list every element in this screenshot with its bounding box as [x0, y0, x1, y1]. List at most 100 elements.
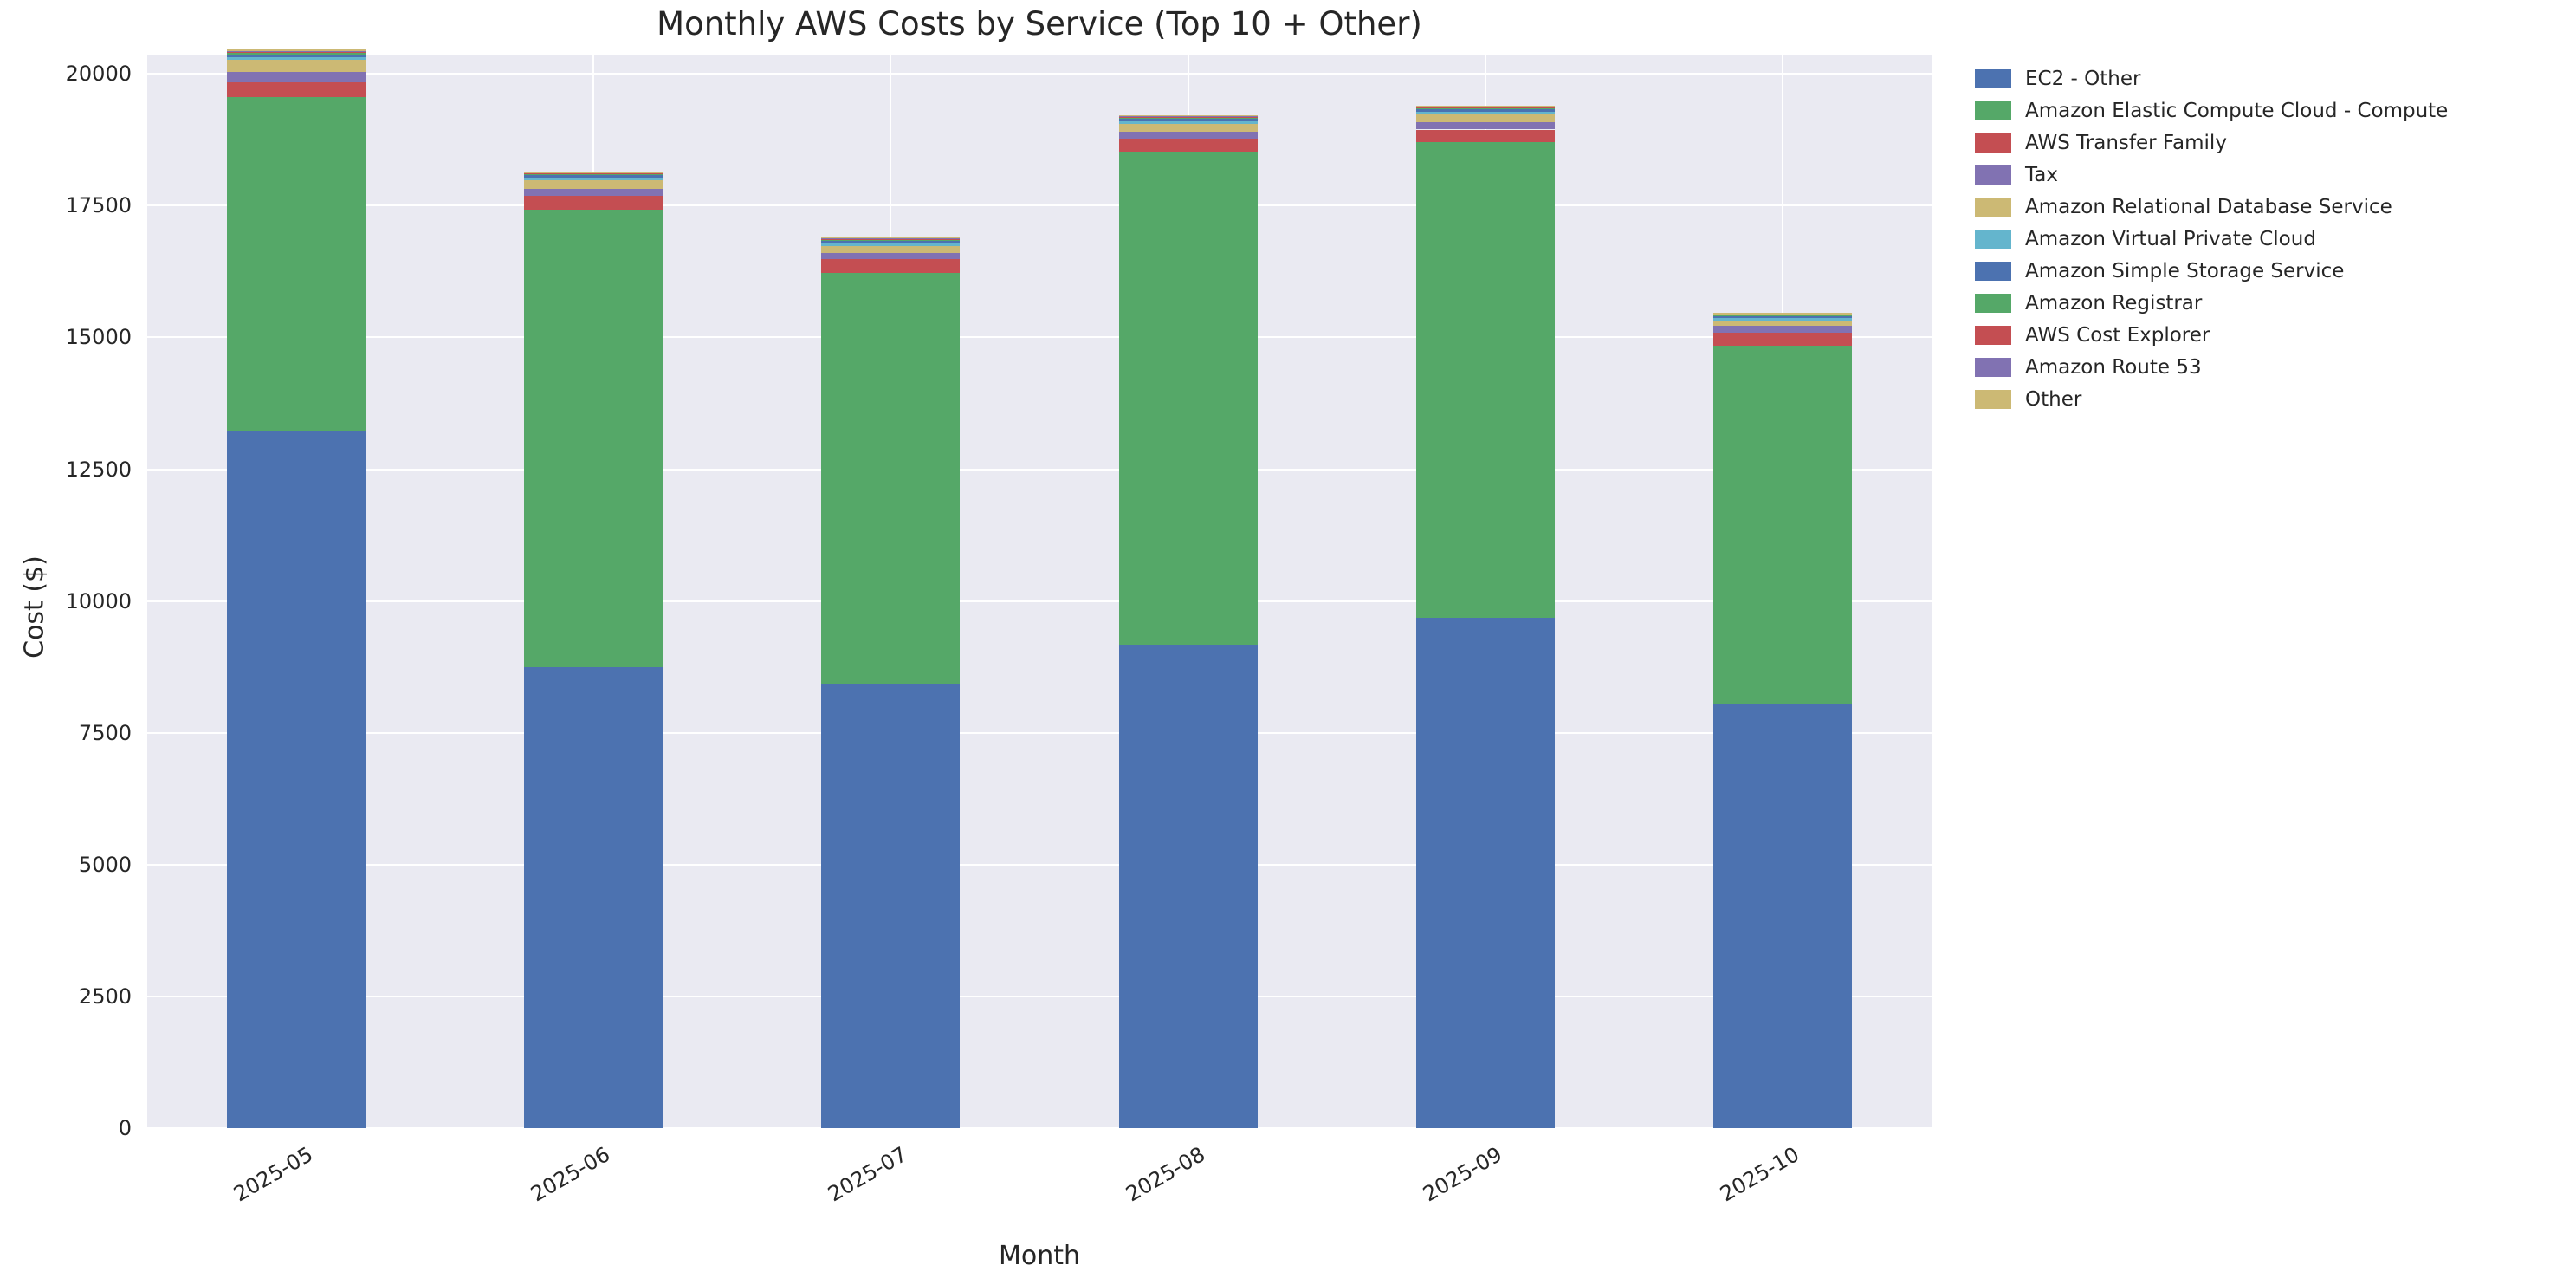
bar-segment[interactable] [1118, 131, 1258, 139]
x-tick-label: 2025-10 [1716, 1142, 1804, 1207]
bar-segment[interactable] [821, 243, 961, 246]
legend-swatch-icon [1975, 101, 2011, 120]
legend-item[interactable]: Amazon Registrar [1975, 287, 2564, 319]
bar-stack-2025-06[interactable] [524, 55, 663, 1128]
bar-segment[interactable] [524, 171, 663, 173]
bar-segment[interactable] [821, 240, 961, 243]
bar-segment[interactable] [1713, 332, 1853, 346]
bar-segment[interactable] [1416, 112, 1555, 115]
bar-stack-2025-07[interactable] [821, 55, 961, 1128]
bar-segment[interactable] [226, 431, 366, 1128]
bar-segment[interactable] [1118, 119, 1258, 122]
bar-segment[interactable] [1713, 318, 1853, 321]
bar-segment[interactable] [1416, 109, 1555, 113]
legend-item[interactable]: EC2 - Other [1975, 62, 2564, 94]
bar-segment[interactable] [524, 196, 663, 210]
bar-segment[interactable] [1713, 326, 1853, 333]
chart-legend: EC2 - Other Amazon Elastic Compute Cloud … [1975, 62, 2564, 415]
bar-segment[interactable] [1416, 114, 1555, 122]
bar-segment[interactable] [1118, 644, 1258, 1128]
legend-item[interactable]: AWS Transfer Family [1975, 127, 2564, 159]
bar-segment[interactable] [226, 57, 366, 61]
bar-segment[interactable] [1713, 315, 1853, 316]
bar-segment[interactable] [1416, 142, 1555, 619]
gridline-horizontal [147, 204, 1932, 207]
bar-segment[interactable] [1416, 129, 1555, 143]
y-tick-label: 12500 [65, 457, 132, 482]
gridline-horizontal [147, 863, 1932, 866]
bar-segment[interactable] [226, 71, 366, 83]
bar-segment[interactable] [226, 60, 366, 72]
bar-segment[interactable] [1118, 124, 1258, 132]
bar-segment[interactable] [524, 175, 663, 178]
legend-label: AWS Transfer Family [2025, 131, 2227, 154]
bar-segment[interactable] [1416, 105, 1555, 107]
bar-segment[interactable] [821, 237, 961, 239]
legend-label: EC2 - Other [2025, 67, 2141, 90]
gridline-horizontal [147, 336, 1932, 339]
bar-segment[interactable] [1416, 121, 1555, 130]
bar-segment[interactable] [821, 272, 961, 685]
bar-segment[interactable] [1118, 151, 1258, 645]
legend-item[interactable]: Other [1975, 383, 2564, 415]
y-tick-label: 2500 [78, 983, 132, 1009]
legend-item[interactable]: Tax [1975, 159, 2564, 191]
bar-segment[interactable] [1713, 313, 1853, 315]
gridline-horizontal [147, 600, 1932, 602]
gridline-horizontal [147, 731, 1932, 734]
bar-segment[interactable] [1118, 138, 1258, 152]
bar-segment[interactable] [1416, 107, 1555, 110]
x-tick-label: 2025-05 [229, 1142, 317, 1207]
bar-segment[interactable] [821, 239, 961, 241]
legend-label: Amazon Route 53 [2025, 355, 2202, 379]
bar-segment[interactable] [821, 253, 961, 260]
bar-segment[interactable] [524, 173, 663, 176]
bar-stack-2025-08[interactable] [1118, 55, 1258, 1128]
bar-segment[interactable] [821, 684, 961, 1128]
legend-item[interactable]: Amazon Simple Storage Service [1975, 255, 2564, 287]
bar-segment[interactable] [821, 259, 961, 273]
bar-segment[interactable] [524, 666, 663, 1128]
bar-segment[interactable] [226, 49, 366, 52]
x-axis-label: Month [998, 1241, 1081, 1271]
gridline-horizontal [147, 468, 1932, 471]
legend-label: Amazon Virtual Private Cloud [2025, 227, 2316, 250]
legend-item[interactable]: Amazon Virtual Private Cloud [1975, 223, 2564, 255]
legend-swatch-icon [1975, 389, 2011, 409]
bar-segment[interactable] [226, 51, 366, 53]
x-tick-label: 2025-09 [1419, 1142, 1506, 1207]
legend-swatch-icon [1975, 261, 2011, 281]
bar-stack-2025-10[interactable] [1713, 55, 1853, 1128]
bar-segment[interactable] [524, 209, 663, 667]
legend-item[interactable]: Amazon Relational Database Service [1975, 191, 2564, 223]
bar-stack-2025-05[interactable] [226, 49, 366, 1128]
gridline-horizontal [147, 995, 1932, 997]
bar-segment[interactable] [524, 177, 663, 181]
bar-stack-2025-09[interactable] [1416, 55, 1555, 1128]
legend-label: Tax [2025, 163, 2058, 186]
legend-swatch-icon [1975, 133, 2011, 153]
bar-segment[interactable] [1416, 618, 1555, 1128]
y-tick-label: 17500 [65, 193, 132, 218]
y-tick-label: 15000 [65, 325, 132, 350]
bar-segment[interactable] [821, 245, 961, 254]
legend-item[interactable]: Amazon Route 53 [1975, 351, 2564, 383]
bar-segment[interactable] [1713, 703, 1853, 1128]
bar-segment[interactable] [1713, 315, 1853, 319]
bar-segment[interactable] [226, 82, 366, 98]
bar-segment[interactable] [524, 180, 663, 189]
plot-area [147, 49, 1932, 1129]
bar-segment[interactable] [1118, 121, 1258, 125]
bar-segment[interactable] [226, 97, 366, 432]
bar-segment[interactable] [524, 188, 663, 197]
legend-swatch-icon [1975, 293, 2011, 313]
bar-segment[interactable] [1118, 117, 1258, 120]
bar-segment[interactable] [226, 52, 366, 55]
legend-item[interactable]: AWS Cost Explorer [1975, 319, 2564, 351]
legend-item[interactable]: Amazon Elastic Compute Cloud - Compute [1975, 94, 2564, 127]
legend-swatch-icon [1975, 197, 2011, 217]
bar-segment[interactable] [1713, 345, 1853, 704]
bar-segment[interactable] [1118, 114, 1258, 117]
bar-segment[interactable] [1713, 321, 1853, 327]
bar-segment[interactable] [226, 54, 366, 58]
